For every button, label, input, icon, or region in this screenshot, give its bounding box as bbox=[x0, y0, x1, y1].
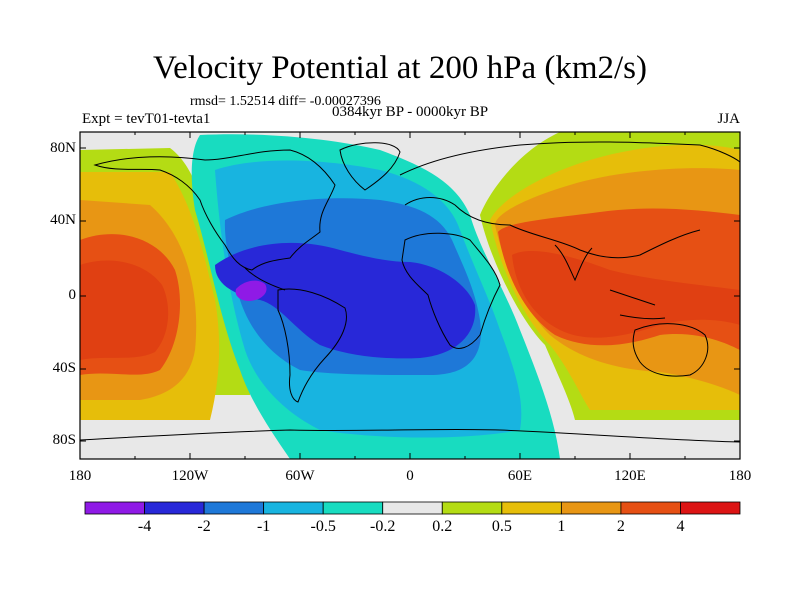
colorbar-label: -1 bbox=[256, 518, 271, 535]
x-tick-label-180w: 180 bbox=[68, 468, 92, 484]
stats-line: rmsd= 1.52514 diff= -0.00027396 bbox=[190, 94, 381, 109]
colorbar-swatch bbox=[560, 501, 622, 515]
y-tick-label-40n: 40N bbox=[50, 212, 76, 228]
x-tick-label-0: 0 bbox=[406, 468, 414, 484]
colorbar-swatch bbox=[263, 501, 324, 515]
colorbar-swatch bbox=[441, 501, 503, 515]
contour-darkblue bbox=[215, 242, 476, 359]
x-tick-label-120e: 120E bbox=[614, 468, 646, 484]
period-label: 0384kyr BP - 0000kyr BP bbox=[331, 104, 489, 120]
contour-purple bbox=[235, 280, 267, 301]
x-tick-label-60w: 60W bbox=[285, 468, 315, 484]
colorbar-swatch bbox=[84, 501, 145, 515]
season-label: JJA bbox=[717, 111, 740, 127]
colorbar-swatch bbox=[322, 501, 384, 515]
colorbar-swatch bbox=[144, 501, 205, 515]
coastlines bbox=[80, 141, 740, 443]
colorbar-swatch bbox=[501, 501, 562, 515]
contour-fill bbox=[80, 132, 740, 459]
contour-redorange-west bbox=[80, 260, 169, 360]
colorbar-swatch bbox=[620, 501, 681, 515]
colorbar-label: 0.5 bbox=[491, 518, 512, 535]
axis-ticks bbox=[79, 132, 741, 459]
y-tick-label-80n: 80N bbox=[50, 140, 76, 156]
plot-title: Velocity Potential at 200 hPa (km2/s) bbox=[152, 50, 648, 86]
colorbar-label: -0.2 bbox=[370, 518, 396, 535]
y-tick-label-80s: 80S bbox=[52, 432, 76, 448]
colorbar-label: -0.5 bbox=[310, 518, 336, 535]
colorbar-label: 1 bbox=[557, 518, 566, 535]
colorbar-swatch bbox=[382, 501, 443, 515]
x-tick-label-60e: 60E bbox=[507, 468, 533, 484]
y-tick-label-eq: 0 bbox=[68, 287, 77, 303]
colorbar-label: -4 bbox=[137, 518, 152, 535]
colorbar-swatch bbox=[203, 501, 265, 515]
colorbar-label: 4 bbox=[676, 518, 685, 535]
y-tick-label-40s: 40S bbox=[52, 360, 76, 376]
contour-redorange-east bbox=[512, 250, 740, 338]
colorbar-label: 0.2 bbox=[432, 518, 453, 535]
x-tick-label-120w: 120W bbox=[171, 468, 209, 484]
experiment-label: Expt = tevT01-tevta1 bbox=[82, 111, 211, 127]
colorbar bbox=[84, 501, 741, 515]
x-tick-label-180e: 180 bbox=[728, 468, 752, 484]
colorbar-label: -2 bbox=[197, 518, 211, 535]
colorbar-swatch bbox=[680, 501, 741, 515]
colorbar-label: 2 bbox=[616, 518, 625, 535]
